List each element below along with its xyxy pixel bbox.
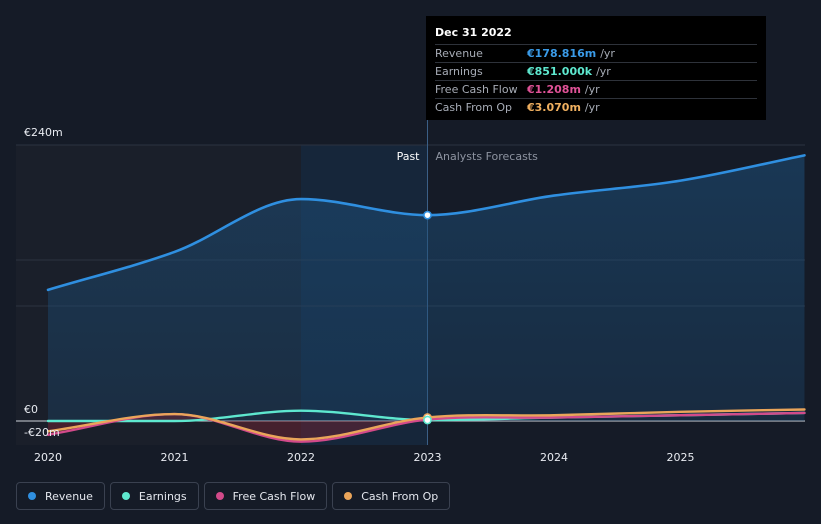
x-tick-label: 2022 xyxy=(287,451,315,464)
legend-label: Free Cash Flow xyxy=(232,489,316,503)
tooltip-value: €3.070m xyxy=(527,101,581,114)
legend-label: Revenue xyxy=(45,489,93,503)
x-tick-label: 2025 xyxy=(667,451,695,464)
tooltip-label: Free Cash Flow xyxy=(435,83,518,96)
y-tick-label: €0 xyxy=(24,403,38,416)
legend-item-revenue[interactable]: Revenue xyxy=(16,482,105,510)
tooltip-row-earnings: Earnings €851.000k /yr xyxy=(435,62,757,80)
past-label: Past xyxy=(397,150,421,163)
legend-dot-icon xyxy=(215,492,224,500)
tooltip-unit: /yr xyxy=(600,47,615,60)
data-tooltip: Dec 31 2022 Revenue €178.816m /yr Earnin… xyxy=(426,16,766,120)
legend-dot-icon xyxy=(344,492,353,500)
forecast-label: Analysts Forecasts xyxy=(436,150,539,163)
tooltip-unit: /yr xyxy=(596,65,611,78)
tooltip-row-free-cash-flow: Free Cash Flow €1.208m /yr xyxy=(435,80,757,98)
tooltip-value: €178.816m xyxy=(527,47,597,60)
legend-label: Cash From Op xyxy=(361,489,439,503)
tooltip-value: €851.000k xyxy=(527,65,593,78)
x-tick-label: 2024 xyxy=(540,451,568,464)
x-tick-label: 2023 xyxy=(414,451,442,464)
tooltip-row-cash-from-op: Cash From Op €3.070m /yr xyxy=(435,98,757,116)
tooltip-date: Dec 31 2022 xyxy=(435,26,512,39)
marker-revenue xyxy=(423,210,432,220)
revenue-area xyxy=(48,155,805,421)
tooltip-label: Cash From Op xyxy=(435,101,513,114)
legend-dot-icon xyxy=(121,492,130,500)
tooltip-label: Earnings xyxy=(435,65,483,78)
legend-item-cash-from-op[interactable]: Cash From Op xyxy=(332,482,451,510)
x-tick-label: 2021 xyxy=(161,451,189,464)
y-tick-label: €240m xyxy=(24,126,63,139)
marker-earnings xyxy=(423,415,432,425)
tooltip-unit: /yr xyxy=(584,101,600,114)
legend: Revenue Earnings Free Cash Flow Cash Fro… xyxy=(16,482,451,510)
y-tick-label: -€20m xyxy=(24,426,60,439)
legend-dot-icon xyxy=(28,492,36,500)
tooltip-row-revenue: Revenue €178.816m /yr xyxy=(435,44,757,62)
tooltip-label: Revenue xyxy=(435,47,483,60)
x-tick-label: 2020 xyxy=(34,451,62,464)
legend-item-earnings[interactable]: Earnings xyxy=(109,482,199,510)
legend-item-free-cash-flow[interactable]: Free Cash Flow xyxy=(203,482,328,510)
tooltip-value: €1.208m xyxy=(527,83,581,96)
tooltip-unit: /yr xyxy=(584,83,600,96)
legend-label: Earnings xyxy=(138,489,187,503)
